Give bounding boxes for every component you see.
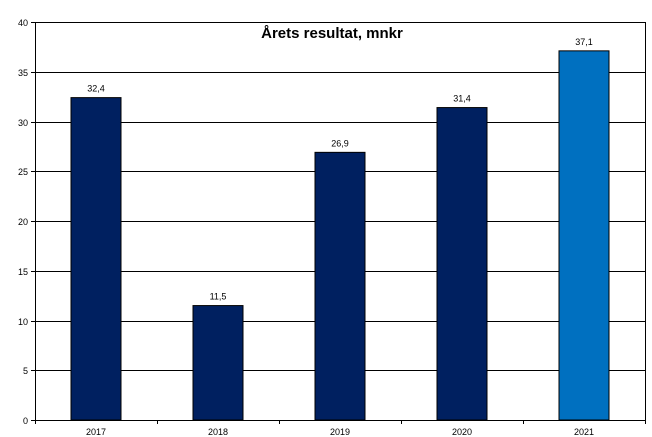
bars <box>70 50 610 421</box>
data-label: 31,4 <box>453 94 471 104</box>
x-tick-label: 2019 <box>330 427 350 437</box>
chart-title: Årets resultat, mnkr <box>261 25 403 42</box>
data-label: 32,4 <box>87 84 105 94</box>
y-tick-label: 5 <box>23 366 28 376</box>
bar-2017 <box>70 97 122 421</box>
data-label: 26,9 <box>331 138 349 148</box>
y-tick-label: 40 <box>18 18 28 28</box>
data-label: 37,1 <box>575 37 593 47</box>
y-tick-label: 10 <box>18 317 28 327</box>
x-axis-ticks: 2017 2018 2019 2020 2021 <box>35 420 646 437</box>
y-tick-label: 20 <box>18 217 28 227</box>
bar-2018 <box>192 305 244 421</box>
bar-2021 <box>558 50 610 421</box>
x-tick-label: 2021 <box>574 427 594 437</box>
y-tick-label: 35 <box>18 68 28 78</box>
data-label: 11,5 <box>210 292 227 302</box>
y-axis-ticks: 0 5 10 15 20 25 30 35 40 <box>18 18 35 426</box>
x-tick-label: 2018 <box>208 427 228 437</box>
x-tick-label: 2020 <box>452 427 472 437</box>
y-tick-label: 30 <box>18 118 28 128</box>
y-tick-label: 0 <box>23 416 28 426</box>
x-tick-label: 2017 <box>86 427 106 437</box>
data-labels: 32,4 11,5 26,9 31,4 37,1 <box>87 37 593 302</box>
bar-2020 <box>436 107 488 421</box>
y-tick-label: 15 <box>18 267 28 277</box>
bar-2019 <box>314 151 366 421</box>
y-tick-label: 25 <box>18 167 28 177</box>
plot-border <box>35 22 646 421</box>
